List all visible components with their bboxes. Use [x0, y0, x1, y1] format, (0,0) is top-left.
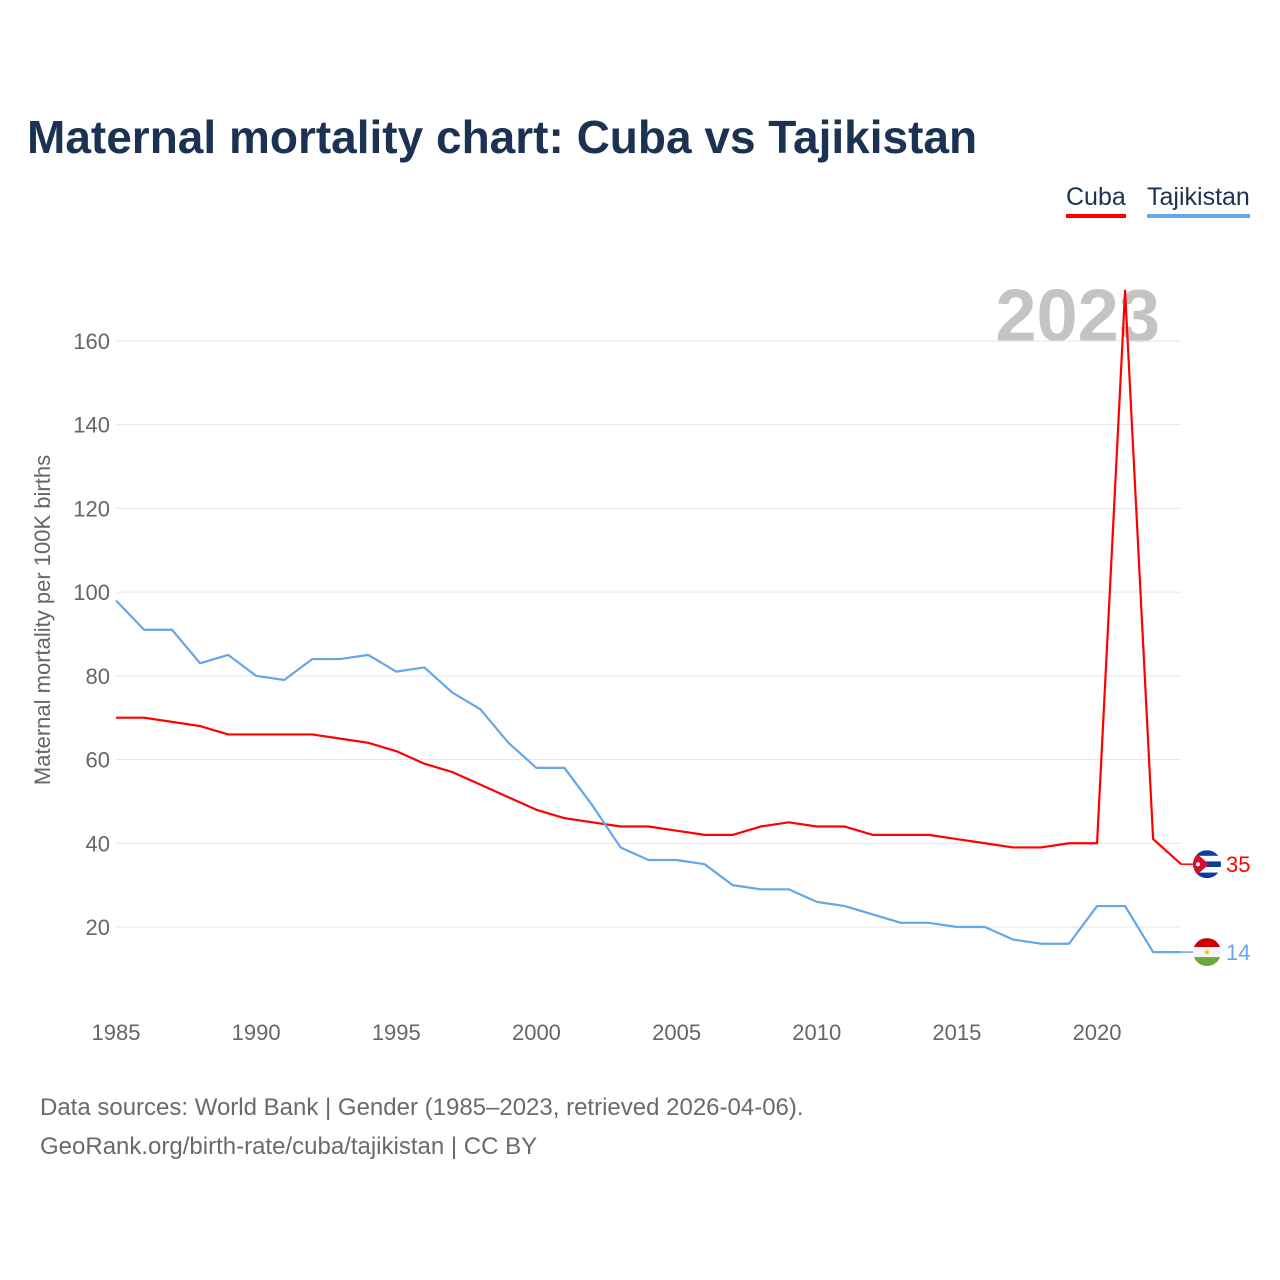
source-line-2[interactable]: GeoRank.org/birth-rate/cuba/tajikistan |…: [40, 1133, 538, 1160]
chart-title: Maternal mortality chart: Cuba vs Tajiki…: [27, 111, 978, 163]
legend-tajikistan[interactable]: Tajikistan: [1147, 183, 1250, 218]
x-tick-label: 2005: [652, 1020, 701, 1045]
legend-cuba[interactable]: Cuba: [1066, 183, 1126, 218]
y-axis-label: Maternal mortality per 100K births: [30, 455, 55, 785]
source-note: Data sources: World Bank | Gender (1985–…: [40, 1088, 804, 1166]
end-value-label: 14: [1226, 940, 1250, 965]
x-tick-label: 2020: [1073, 1020, 1122, 1045]
tajikistan-flag-icon: [1193, 938, 1221, 967]
y-tick-label: 120: [73, 496, 110, 521]
end-value-label: 35: [1226, 852, 1250, 877]
x-tick-label: 1985: [92, 1020, 141, 1045]
x-tick-label: 2010: [792, 1020, 841, 1045]
x-tick-label: 2000: [512, 1020, 561, 1045]
series-line-cuba: [116, 289, 1182, 866]
source-line-1: Data sources: World Bank | Gender (1985–…: [40, 1094, 804, 1121]
y-tick-label: 20: [86, 915, 110, 940]
x-tick-label: 1990: [232, 1020, 281, 1045]
y-tick-label: 140: [73, 413, 110, 438]
cuba-flag-icon: [1193, 850, 1221, 879]
year-watermark: 2023: [995, 274, 1160, 357]
y-tick-label: 100: [73, 580, 110, 605]
y-tick-label: 160: [73, 329, 110, 354]
series-line-tajikistan: [115, 599, 1182, 954]
y-tick-label: 60: [86, 748, 110, 773]
x-tick-label: 2015: [932, 1020, 981, 1045]
x-tick-label: 1995: [372, 1020, 421, 1045]
y-tick-label: 80: [86, 664, 110, 689]
y-tick-label: 40: [86, 831, 110, 856]
